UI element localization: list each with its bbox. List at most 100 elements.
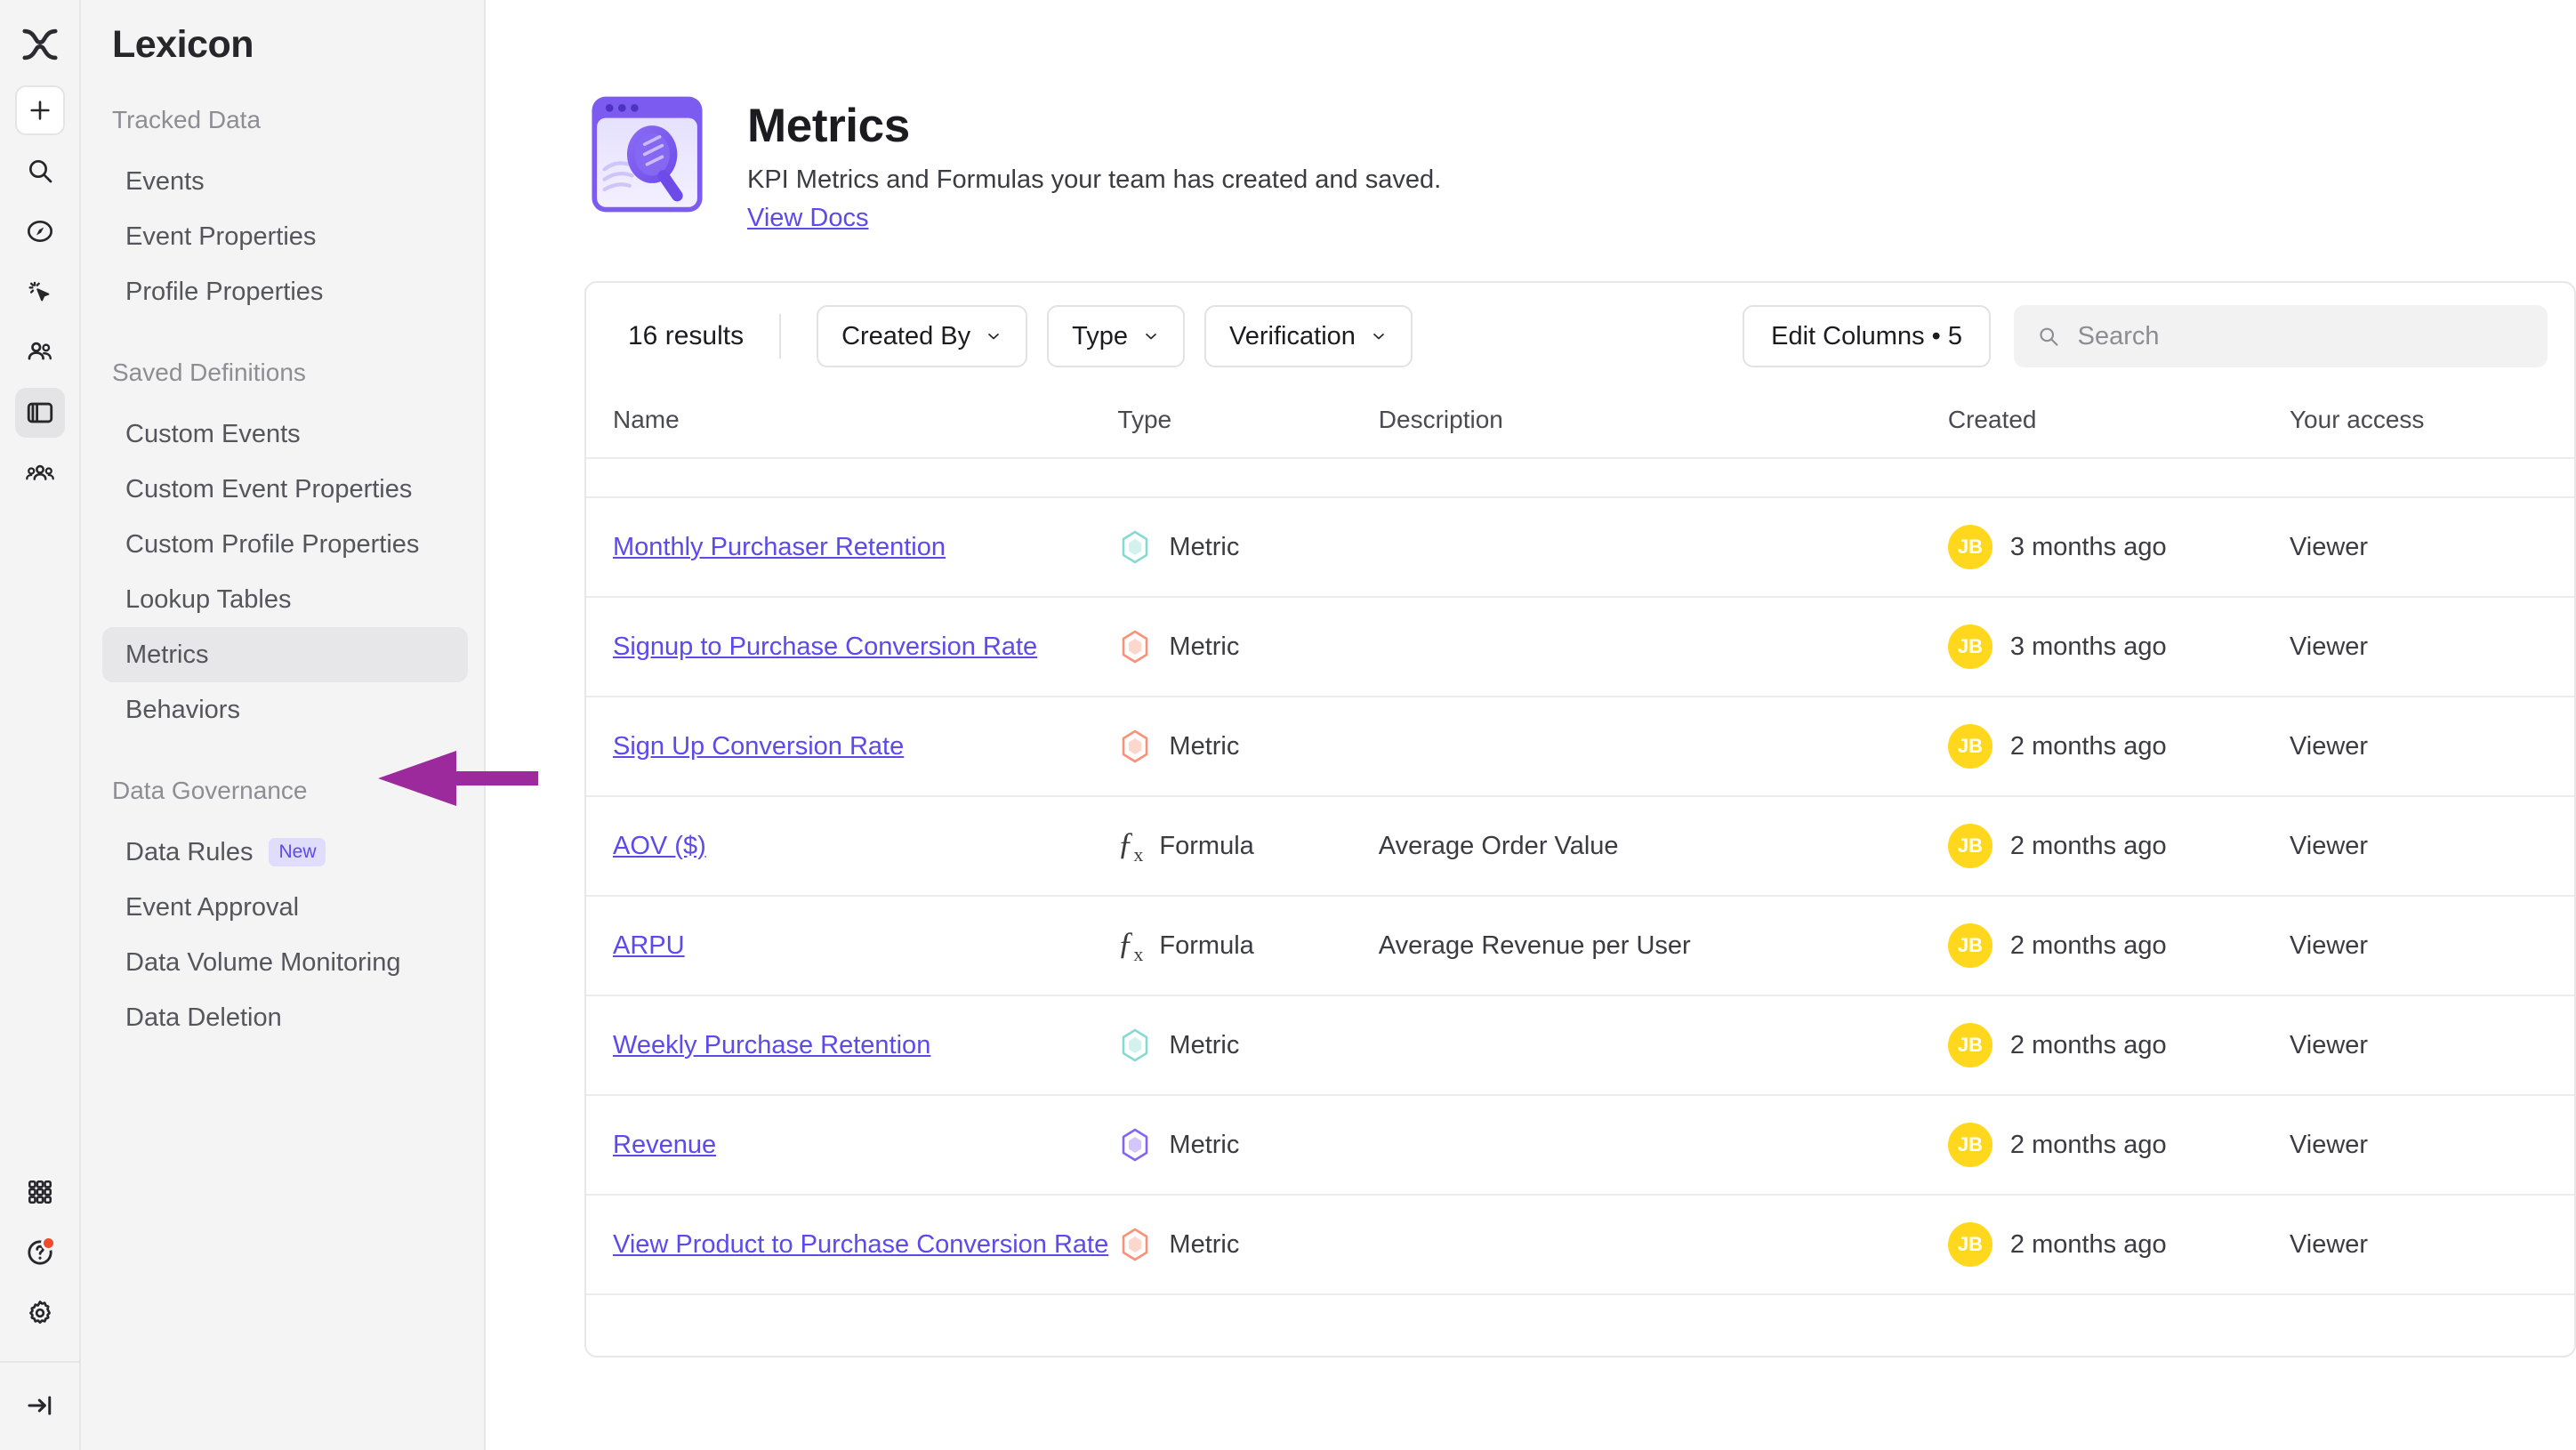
metric-name-link[interactable]: Weekly Purchase Retention	[613, 1030, 931, 1059]
users-icon	[28, 342, 52, 360]
sidebar-item-data-deletion[interactable]: Data Deletion	[102, 990, 468, 1045]
access-level: Viewer	[2289, 532, 2369, 561]
table-row[interactable]: Sign Up Conversion Rate Metric JB 2 months …	[586, 697, 2574, 797]
table-row[interactable]: ARPU ƒx Formula Average Revenue per User JB 2…	[586, 896, 2574, 996]
sidebar-item-events[interactable]: Events	[102, 154, 468, 209]
avatar[interactable]: JB	[1947, 624, 1992, 669]
avatar[interactable]: JB	[1947, 923, 1992, 968]
metric-name-link[interactable]: View Product to Purchase Conversion Rate	[613, 1229, 1109, 1259]
search-input[interactable]	[2077, 321, 2524, 351]
avatar[interactable]: JB	[1947, 724, 1992, 769]
rail-users-button[interactable]	[15, 327, 65, 377]
type-indicator: ƒx Formula	[1117, 825, 1378, 866]
access-level: Viewer	[2289, 1030, 2369, 1059]
cell-name: Weekly Purchase Retention	[586, 995, 1118, 1096]
table-row[interactable]: AOV ($) ƒx Formula Average Order Value JB 2 m…	[586, 796, 2574, 897]
cell-created: JB 2 months ago	[1947, 1095, 2290, 1196]
chevron-down-icon	[988, 334, 1000, 340]
table-row[interactable]: Signup to Purchase Conversion Rate Metric…	[586, 597, 2574, 697]
sidebar-item-profile-properties[interactable]: Profile Properties	[102, 264, 468, 319]
hexagon-icon	[1123, 729, 1148, 763]
page-title: Metrics	[747, 100, 910, 152]
table-row[interactable]: View Product to Purchase Conversion Rate…	[586, 1195, 2574, 1295]
toolbar-divider	[779, 314, 782, 358]
sidebar-item-behaviors[interactable]: Behaviors	[102, 682, 468, 737]
metric-name-link[interactable]: Sign Up Conversion Rate	[613, 731, 905, 761]
cell-created: JB 3 months ago	[1947, 597, 2290, 697]
avatar[interactable]: JB	[1947, 1123, 1992, 1167]
column-header-type[interactable]: Type	[1117, 390, 1379, 459]
metric-name-link[interactable]: ARPU	[613, 930, 685, 960]
access-level: Viewer	[2289, 731, 2369, 761]
rail-cohorts-button[interactable]	[15, 448, 65, 498]
cell-type: Metric	[1117, 1195, 1379, 1295]
metric-name-link[interactable]: Monthly Purchaser Retention	[613, 532, 946, 561]
sidebar-item-label: Events	[125, 166, 205, 196]
sidebar-item-data-volume-monitoring[interactable]: Data Volume Monitoring	[102, 935, 468, 990]
sidebar-item-custom-profile-properties[interactable]: Custom Profile Properties	[102, 517, 468, 572]
created-timestamp: 2 months ago	[2009, 1130, 2167, 1159]
access-level: Viewer	[2289, 1229, 2369, 1259]
sidebar-item-event-approval[interactable]: Event Approval	[102, 880, 468, 935]
metric-name-link[interactable]: AOV ($)	[613, 831, 706, 860]
edit-columns-button[interactable]: Edit Columns • 5	[1743, 305, 1991, 367]
rail-search-button[interactable]	[15, 146, 65, 196]
group-icon	[25, 464, 54, 480]
type-label: Metric	[1169, 1130, 1240, 1159]
filter-verification-button[interactable]: Verification	[1204, 305, 1413, 367]
type-indicator: Metric	[1117, 1227, 1378, 1262]
sidebar-item-lookup-tables[interactable]: Lookup Tables	[102, 572, 468, 627]
sidebar-item-label: Lookup Tables	[125, 584, 292, 614]
table-row[interactable]: Revenue Metric JB 2 months ago Viewer	[586, 1095, 2574, 1196]
column-header-description[interactable]: Description	[1378, 390, 1948, 459]
rail-lexicon-button[interactable]	[14, 388, 65, 438]
cell-description: Average Revenue per User	[1378, 896, 1948, 996]
rail-settings-button[interactable]	[15, 1288, 65, 1338]
metric-name-link[interactable]: Signup to Purchase Conversion Rate	[613, 632, 1038, 661]
sidebar-item-custom-events[interactable]: Custom Events	[102, 407, 468, 462]
search-box[interactable]	[2014, 305, 2548, 367]
mixpanel-logo-icon[interactable]	[15, 20, 65, 69]
avatar[interactable]: JB	[1947, 525, 1992, 569]
created-by: JB 3 months ago	[1947, 624, 2290, 669]
sidebar-item-event-properties[interactable]: Event Properties	[102, 209, 468, 264]
page-header-text: Metrics KPI Metrics and Formulas your te…	[747, 92, 1441, 233]
toolbar-right-group: Edit Columns • 5	[1743, 305, 2548, 367]
rail-events-button[interactable]	[15, 267, 65, 317]
column-header-your-access[interactable]: Your access	[2289, 390, 2574, 459]
created-timestamp: 2 months ago	[2009, 930, 2167, 960]
create-new-button[interactable]	[14, 85, 65, 135]
created-by: JB 3 months ago	[1947, 525, 2290, 569]
sidebar-title: Lexicon	[112, 23, 254, 66]
new-badge: New	[269, 838, 326, 866]
filter-created-by-button[interactable]: Created By	[817, 305, 1028, 367]
sidebar-item-label: Custom Event Properties	[125, 474, 413, 503]
column-header-name[interactable]: Name	[586, 390, 1118, 459]
cell-name: Monthly Purchaser Retention	[586, 497, 1118, 598]
filter-label: Verification	[1229, 321, 1356, 350]
rail-apps-button[interactable]	[15, 1167, 65, 1217]
table-row[interactable]: Monthly Purchaser Retention Metric JB 3 mon…	[586, 497, 2574, 598]
cell-your-access: Viewer	[2289, 697, 2574, 797]
type-label: Metric	[1169, 731, 1240, 761]
view-docs-link[interactable]: View Docs	[747, 204, 869, 232]
table-row[interactable]: Weekly Purchase Retention Metric JB 2 month…	[586, 995, 2574, 1096]
sidebar-item-data-rules[interactable]: Data Rules New	[102, 825, 468, 880]
filter-type-button[interactable]: Type	[1047, 305, 1186, 367]
rail-explore-button[interactable]	[15, 206, 65, 256]
cell-created: JB 2 months ago	[1947, 896, 2290, 996]
results-count: 16 results	[628, 321, 745, 350]
sidebar-item-metrics[interactable]: Metrics	[102, 627, 468, 682]
avatar[interactable]: JB	[1947, 824, 1992, 868]
created-by: JB 2 months ago	[1947, 923, 2290, 968]
page-subtitle: KPI Metrics and Formulas your team has c…	[747, 165, 1442, 194]
rail-bottom-group	[0, 1167, 79, 1450]
metric-name-link[interactable]: Revenue	[613, 1130, 717, 1159]
sidebar-item-custom-event-properties[interactable]: Custom Event Properties	[102, 462, 468, 517]
avatar[interactable]: JB	[1947, 1023, 1992, 1067]
column-header-created[interactable]: Created	[1947, 390, 2290, 459]
rail-collapse-button[interactable]	[15, 1381, 65, 1430]
cell-your-access: Viewer	[2289, 1195, 2574, 1295]
avatar[interactable]: JB	[1947, 1222, 1992, 1267]
rail-help-button[interactable]	[15, 1228, 65, 1277]
